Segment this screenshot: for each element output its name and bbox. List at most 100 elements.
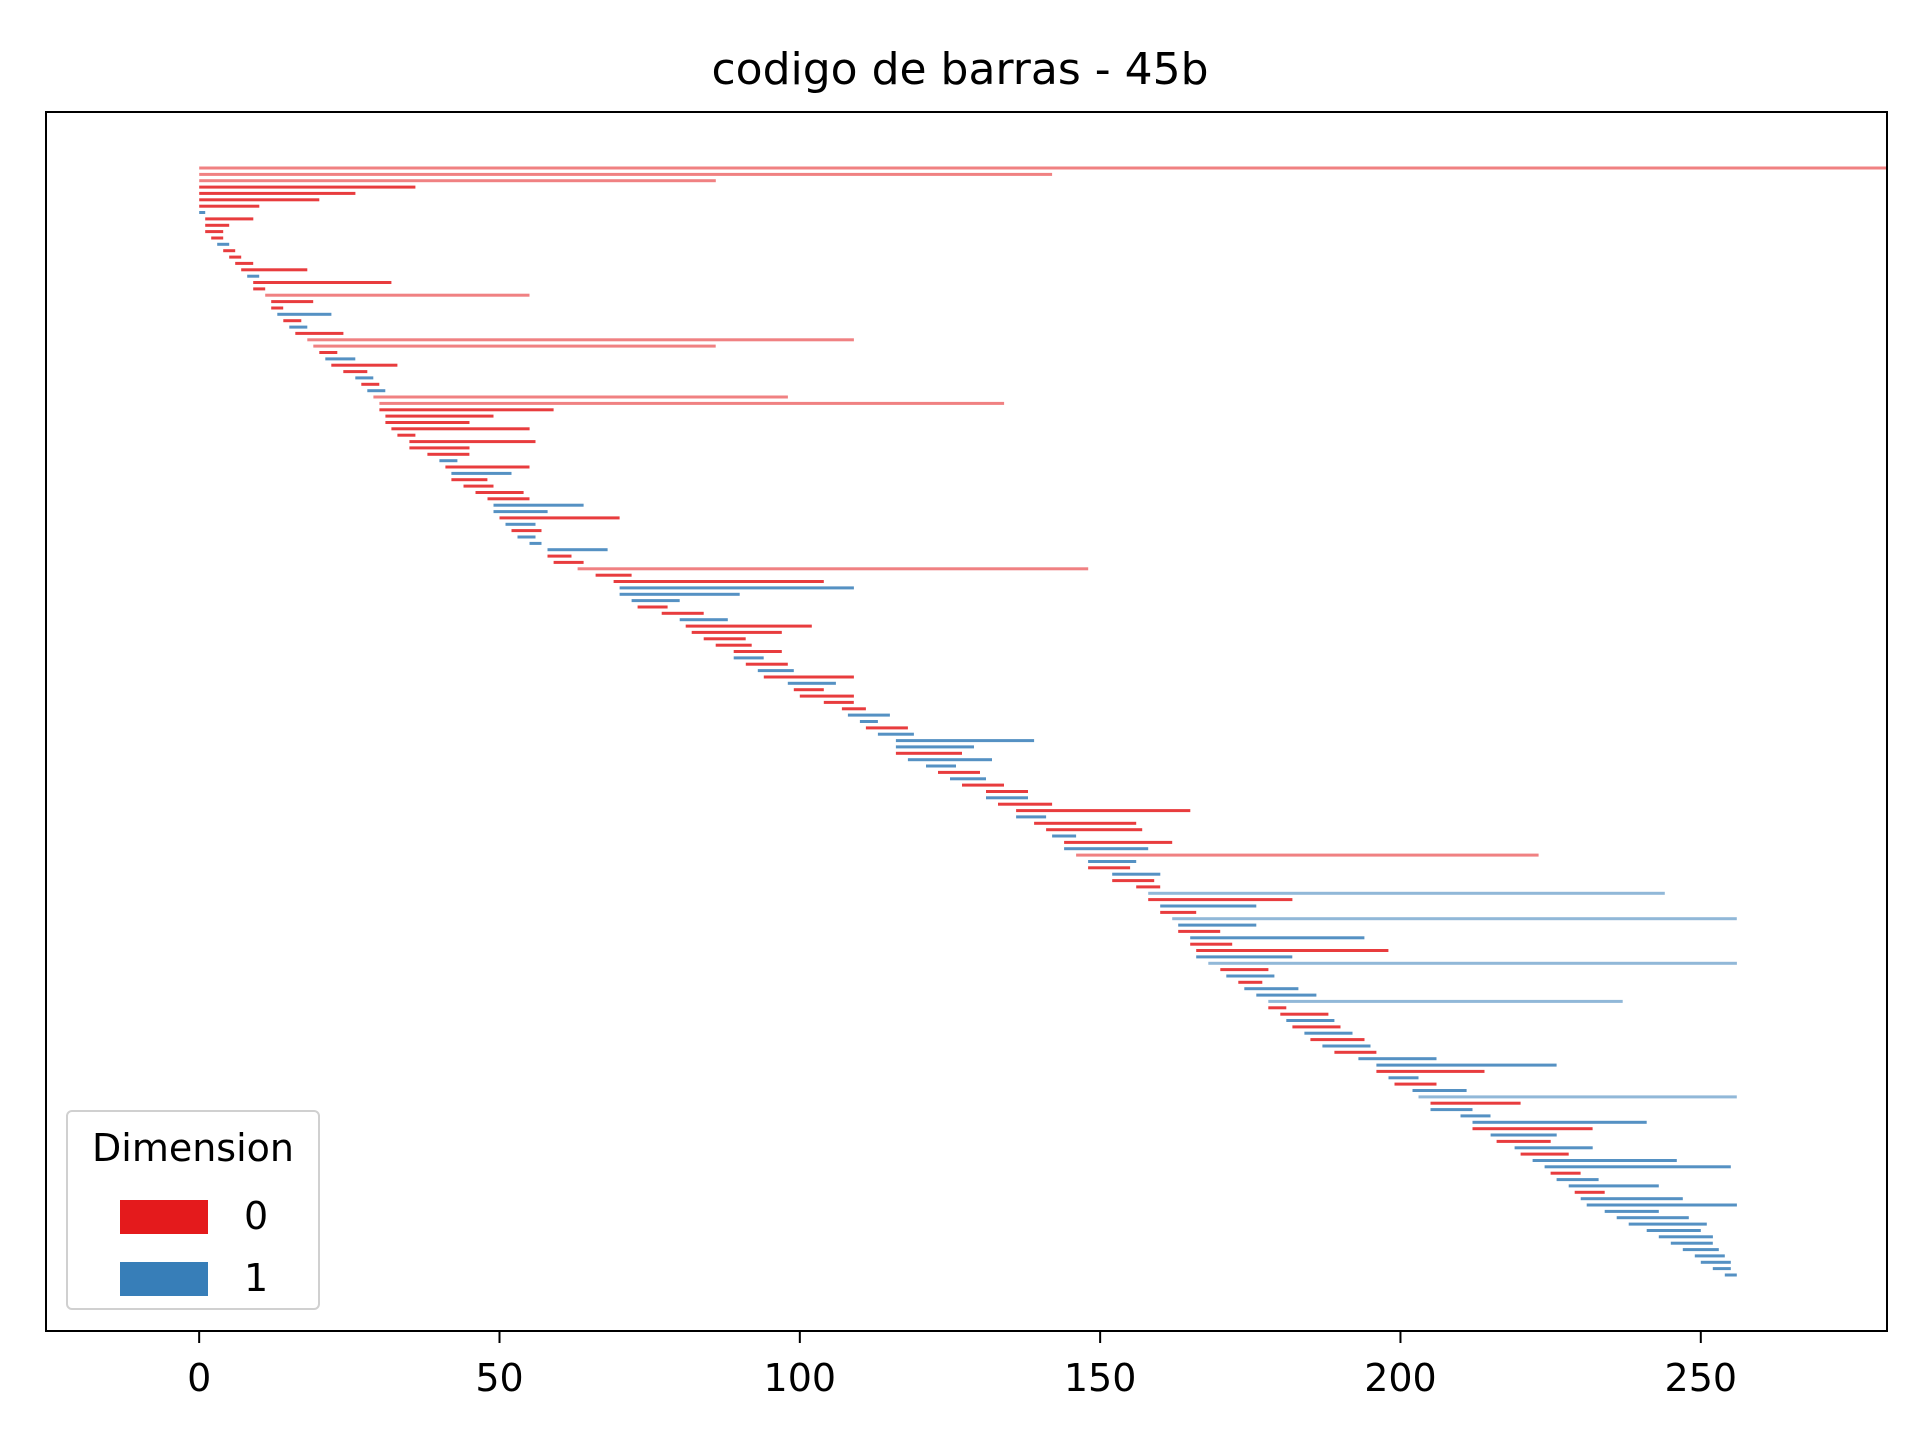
bar-dim1	[1268, 999, 1623, 1003]
bar-dim0	[1076, 853, 1539, 857]
bar-dim0	[199, 185, 416, 189]
bar-dim0	[397, 433, 416, 437]
bar-dim0	[1238, 980, 1263, 984]
bar-dim0	[253, 281, 392, 284]
bar-dim1	[1532, 1159, 1677, 1162]
bar-dim1	[1544, 1165, 1731, 1169]
bar-dim0	[1430, 1101, 1521, 1105]
bar-dim1	[631, 599, 680, 603]
bar-dim1	[289, 325, 308, 329]
bar-dim0	[265, 293, 530, 297]
bar-dim0	[445, 465, 530, 469]
bar-dim1	[1670, 1241, 1713, 1245]
bar-dim1	[1256, 993, 1317, 997]
bar-dim1	[1358, 1057, 1437, 1061]
bar-dim1	[619, 592, 740, 596]
bar-dim0	[823, 700, 854, 704]
bar-dim0	[1496, 1139, 1551, 1143]
bar-dim0	[253, 287, 266, 291]
bar-dim0	[199, 166, 1888, 170]
bar-dim1	[1472, 1120, 1647, 1124]
bar-dim0	[1334, 1050, 1377, 1054]
bar-dim1	[1388, 1076, 1419, 1080]
bar-dim1	[1016, 815, 1047, 819]
bar-dim0	[1088, 866, 1131, 870]
bar-dim0	[1190, 942, 1233, 946]
bar-dim0	[199, 204, 260, 208]
bar-dim1	[529, 541, 542, 545]
bar-dim1	[505, 522, 536, 526]
bar-dim1	[787, 681, 836, 685]
bar-dim0	[385, 421, 470, 424]
bar-dim0	[427, 452, 470, 456]
bar-dim1	[1196, 955, 1293, 959]
bar-dim0	[199, 172, 1053, 176]
bar-dim1	[1682, 1248, 1719, 1252]
bar-dim0	[379, 401, 1005, 405]
bar-dim0	[1292, 1025, 1341, 1029]
bar-dim1	[1490, 1133, 1557, 1137]
bar-dim0	[1550, 1171, 1581, 1175]
bar-dim0	[547, 554, 572, 558]
bar-dim0	[799, 694, 854, 698]
bar-dim0	[1196, 949, 1389, 952]
bar-dim0	[205, 223, 230, 227]
x-tick-label: 100	[764, 1356, 837, 1400]
bar-dim1	[1088, 860, 1137, 863]
bar-dim1	[1616, 1216, 1689, 1220]
bar-dim0	[475, 491, 524, 494]
bar-dim1	[1646, 1229, 1701, 1232]
bar-dim0	[1520, 1152, 1569, 1156]
bar-dim0	[685, 624, 812, 628]
bar-dim0	[1112, 879, 1155, 883]
bar-dim1	[325, 357, 356, 361]
bar-dim0	[391, 427, 530, 431]
bar-dim1	[1568, 1184, 1659, 1188]
bar-dim1	[859, 720, 878, 723]
x-tick-label: 150	[1064, 1356, 1137, 1400]
bar-dim0	[1178, 929, 1221, 933]
bar-dim1	[986, 796, 1028, 800]
bar-dim1	[493, 503, 584, 507]
bar-dim1	[1658, 1235, 1713, 1239]
bar-dim0	[409, 440, 536, 444]
bar-dim1	[1628, 1222, 1707, 1226]
bar-dim0	[691, 630, 782, 634]
legend-title: Dimension	[92, 1126, 294, 1170]
bar-dim0	[895, 751, 962, 755]
bar-dim1	[247, 274, 260, 278]
bar-dim0	[241, 268, 308, 272]
bar-dim0	[1046, 828, 1143, 832]
bar-dim0	[199, 198, 320, 202]
bar-dim1	[1304, 1031, 1353, 1035]
legend-label-0: 0	[244, 1194, 269, 1238]
bar-dim0	[745, 662, 788, 666]
bar-dim1	[355, 376, 374, 380]
bar-dim1	[847, 713, 890, 717]
bar-dim1	[1226, 974, 1275, 978]
bar-dim1	[1052, 834, 1077, 838]
bar-dim0	[1376, 1069, 1485, 1073]
bar-dim0	[1310, 1038, 1365, 1042]
bar-dim0	[1280, 1012, 1329, 1016]
bar-dim0	[319, 351, 338, 354]
bar-dim0	[1064, 840, 1173, 844]
bar-dim0	[1034, 821, 1137, 825]
bar-dim1	[1514, 1146, 1593, 1150]
bar-dim0	[661, 611, 704, 615]
bar-dim1	[199, 211, 206, 214]
bar-dim0	[865, 726, 908, 730]
bar-dim0	[205, 230, 224, 234]
bar-dim0	[962, 783, 1004, 787]
bar-dim1	[926, 764, 956, 768]
bar-dim0	[409, 446, 470, 450]
bar-dim0	[343, 370, 368, 374]
bar-dim1	[1712, 1267, 1731, 1271]
bar-dim1	[1286, 1019, 1335, 1022]
bar-dim0	[361, 382, 380, 386]
bar-dim1	[895, 745, 974, 749]
legend: Dimension 0 1	[66, 1110, 320, 1310]
bar-dim0	[1016, 809, 1191, 813]
bar-dim0	[703, 637, 746, 641]
bar-dim0	[1160, 910, 1197, 914]
